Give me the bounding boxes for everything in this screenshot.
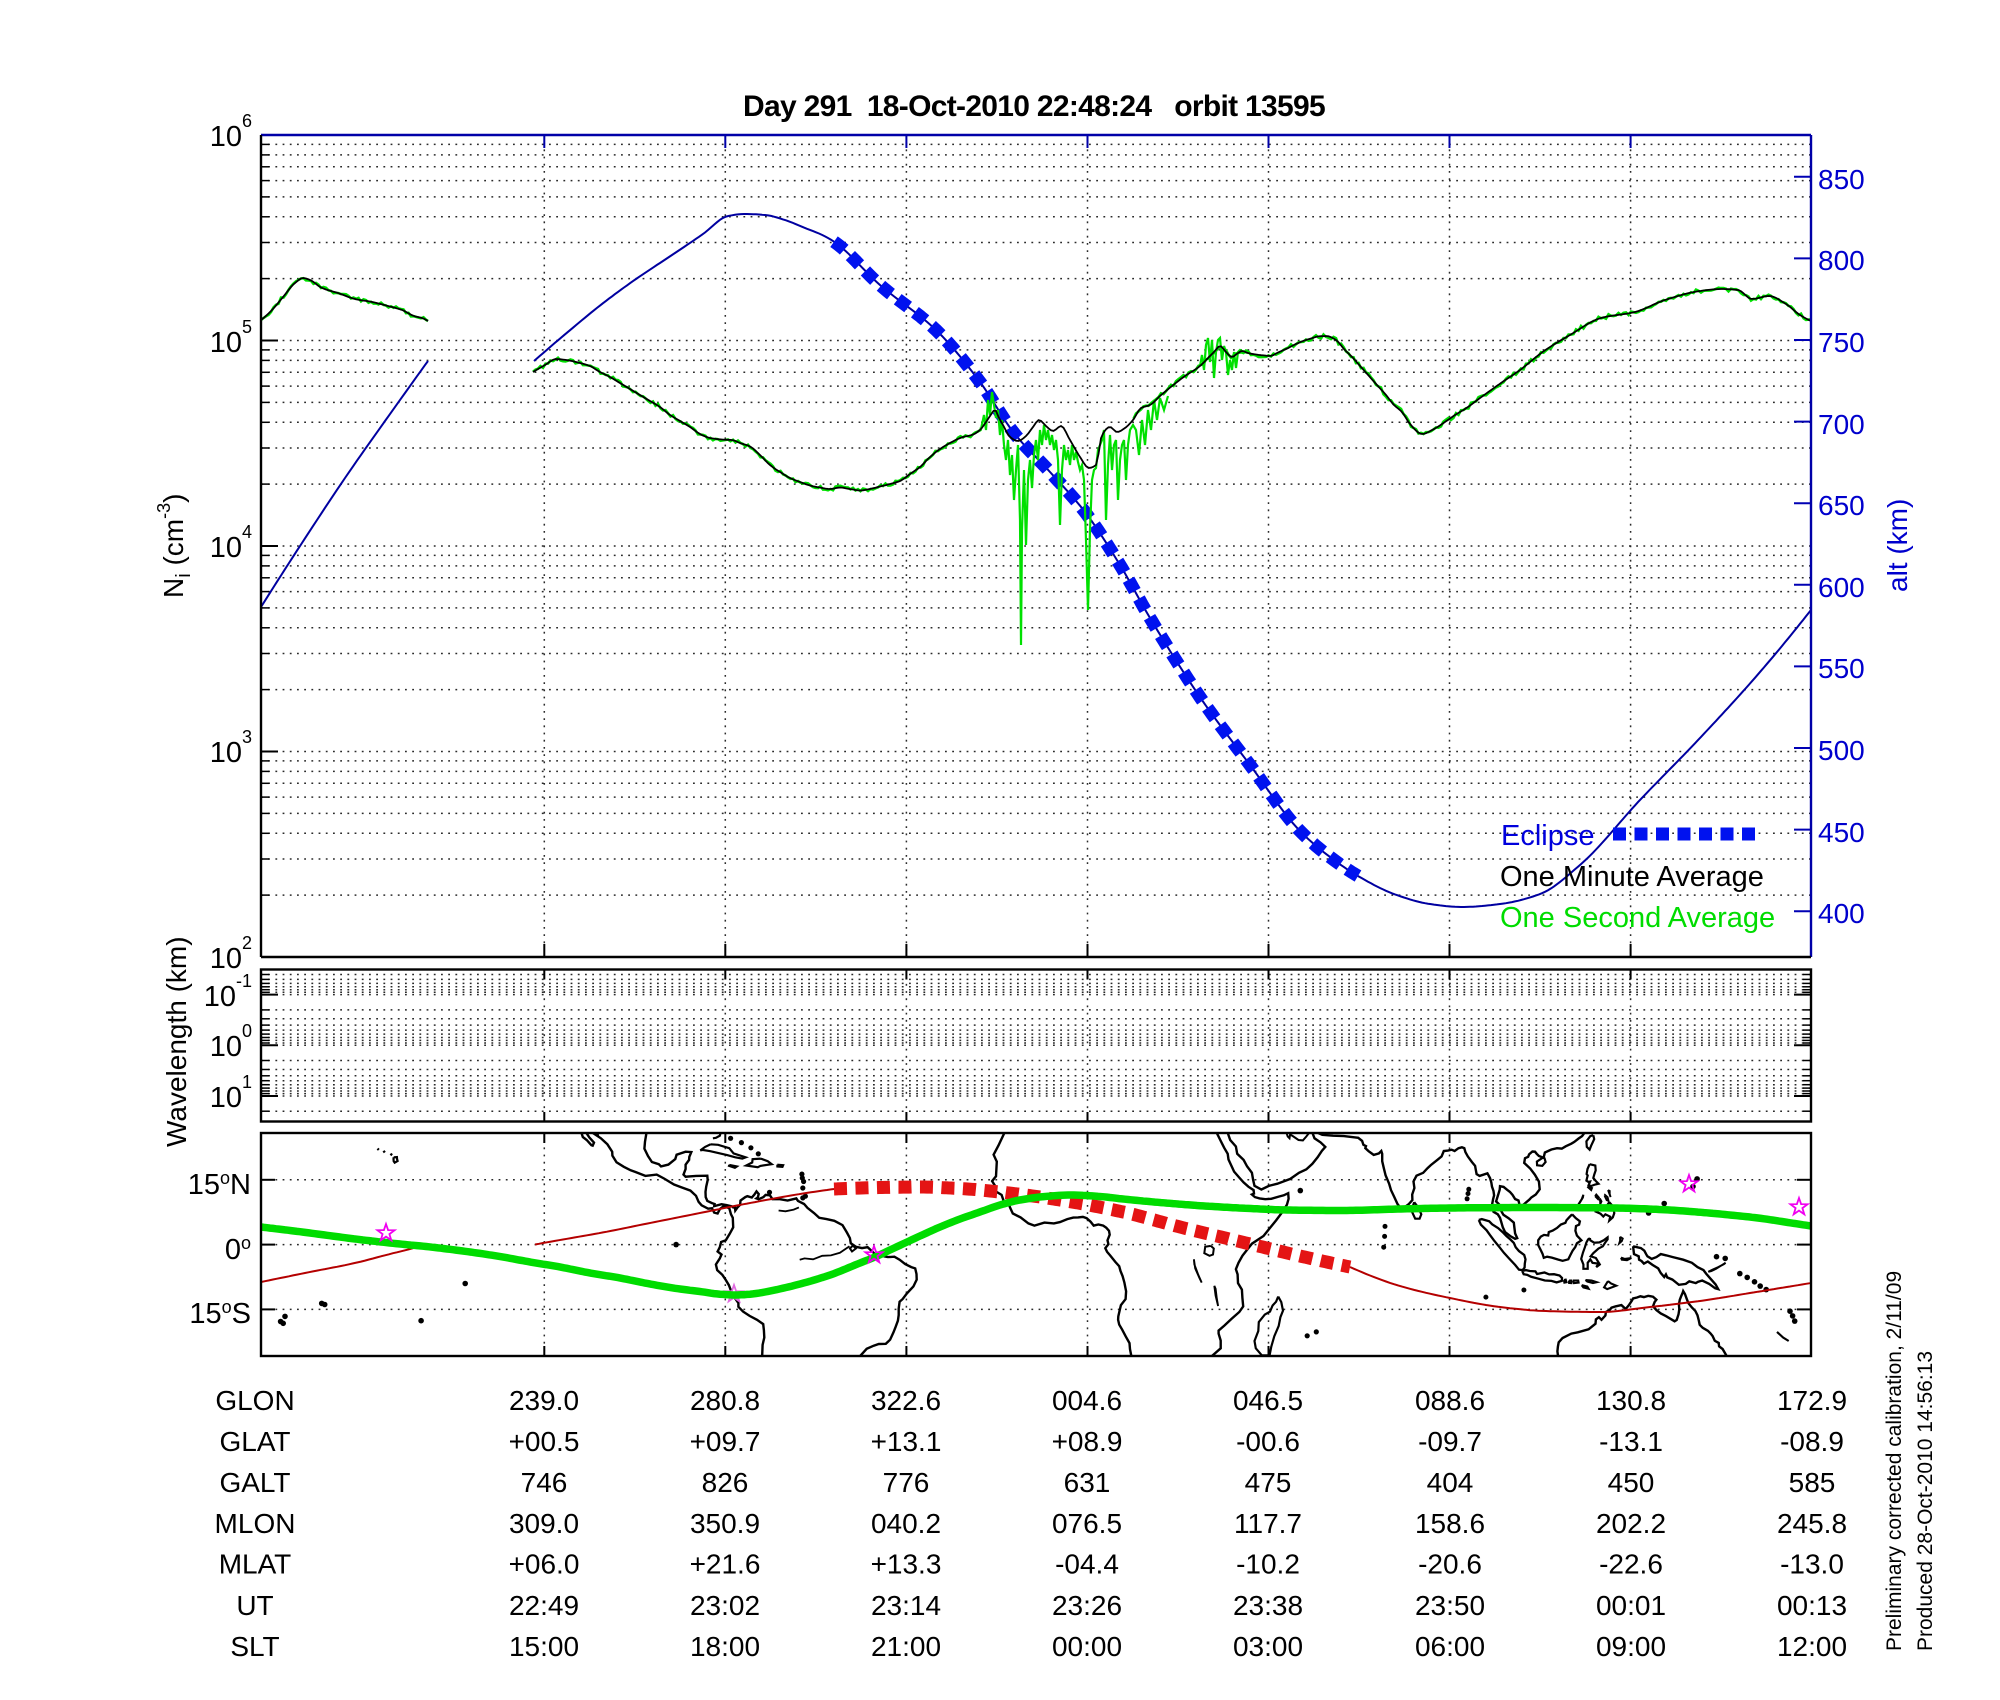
svg-text:088.6: 088.6 — [1415, 1385, 1485, 1416]
svg-text:-08.9: -08.9 — [1780, 1426, 1844, 1457]
svg-text:631: 631 — [1064, 1467, 1111, 1498]
svg-text:Day 291 18-Oct-2010 22:48:24: Day 291 18-Oct-2010 22:48:24 orbit 13595 — [743, 90, 1325, 123]
svg-text:-13.1: -13.1 — [1599, 1426, 1663, 1457]
svg-text:158.6: 158.6 — [1415, 1508, 1485, 1539]
svg-text:550: 550 — [1818, 653, 1865, 684]
svg-text:350.9: 350.9 — [690, 1508, 760, 1539]
svg-text:Produced 28-Oct-2010 14:56:13: Produced 28-Oct-2010 14:56:13 — [1914, 1351, 1937, 1651]
svg-text:One Second Average: One Second Average — [1500, 902, 1775, 934]
svg-text:GLON: GLON — [215, 1385, 294, 1416]
svg-text:UT: UT — [236, 1590, 273, 1621]
svg-text:585: 585 — [1789, 1467, 1836, 1498]
svg-text:-22.6: -22.6 — [1599, 1549, 1663, 1580]
svg-text:+00.5: +00.5 — [509, 1426, 580, 1457]
svg-text:404: 404 — [1427, 1467, 1474, 1498]
svg-text:700: 700 — [1818, 409, 1865, 440]
svg-text:GLAT: GLAT — [219, 1426, 290, 1457]
svg-text:322.6: 322.6 — [871, 1385, 941, 1416]
svg-text:004.6: 004.6 — [1052, 1385, 1122, 1416]
svg-text:750: 750 — [1818, 327, 1865, 358]
svg-text:-00.6: -00.6 — [1236, 1426, 1300, 1457]
svg-text:040.2: 040.2 — [871, 1508, 941, 1539]
svg-text:-10.2: -10.2 — [1236, 1549, 1300, 1580]
svg-text:400: 400 — [1818, 898, 1865, 929]
svg-text:245.8: 245.8 — [1777, 1508, 1847, 1539]
svg-text:-13.0: -13.0 — [1780, 1549, 1844, 1580]
svg-text:18:00: 18:00 — [690, 1631, 760, 1662]
svg-text:130.8: 130.8 — [1596, 1385, 1666, 1416]
svg-text:15oN: 15oN — [188, 1168, 251, 1201]
svg-text:23:50: 23:50 — [1415, 1590, 1485, 1621]
svg-text:09:00: 09:00 — [1596, 1631, 1666, 1662]
svg-text:Preliminary corrected calibrat: Preliminary corrected calibration, 2/11/… — [1883, 1271, 1906, 1651]
svg-text:22:49: 22:49 — [509, 1590, 579, 1621]
svg-text:03:00: 03:00 — [1233, 1631, 1303, 1662]
svg-text:046.5: 046.5 — [1233, 1385, 1303, 1416]
svg-text:Wavelength (km): Wavelength (km) — [161, 936, 192, 1147]
svg-text:MLAT: MLAT — [219, 1549, 292, 1580]
svg-text:15:00: 15:00 — [509, 1631, 579, 1662]
svg-text:850: 850 — [1818, 164, 1865, 195]
svg-text:23:02: 23:02 — [690, 1590, 760, 1621]
svg-text:-04.4: -04.4 — [1055, 1549, 1119, 1580]
svg-text:+13.1: +13.1 — [871, 1426, 942, 1457]
svg-text:21:00: 21:00 — [871, 1631, 941, 1662]
svg-text:+08.9: +08.9 — [1052, 1426, 1123, 1457]
svg-text:23:26: 23:26 — [1052, 1590, 1122, 1621]
svg-text:776: 776 — [883, 1467, 930, 1498]
svg-text:117.7: 117.7 — [1234, 1508, 1302, 1539]
svg-text:00:00: 00:00 — [1052, 1631, 1122, 1662]
svg-text:00:01: 00:01 — [1596, 1590, 1666, 1621]
svg-text:23:38: 23:38 — [1233, 1590, 1303, 1621]
svg-text:+09.7: +09.7 — [690, 1426, 761, 1457]
svg-text:15oS: 15oS — [189, 1297, 251, 1330]
svg-text:One Minute Average: One Minute Average — [1500, 861, 1764, 893]
svg-text:MLON: MLON — [215, 1508, 296, 1539]
svg-text:239.0: 239.0 — [509, 1385, 579, 1416]
svg-text:12:00: 12:00 — [1777, 1631, 1847, 1662]
svg-text:GALT: GALT — [219, 1467, 290, 1498]
svg-text:475: 475 — [1245, 1467, 1292, 1498]
svg-text:+06.0: +06.0 — [509, 1549, 580, 1580]
svg-text:alt (km): alt (km) — [1882, 499, 1913, 592]
svg-text:202.2: 202.2 — [1596, 1508, 1666, 1539]
svg-text:172.9: 172.9 — [1777, 1385, 1847, 1416]
svg-text:SLT: SLT — [230, 1631, 279, 1662]
svg-text:-09.7: -09.7 — [1418, 1426, 1482, 1457]
svg-text:-20.6: -20.6 — [1418, 1549, 1482, 1580]
svg-text:00:13: 00:13 — [1777, 1590, 1847, 1621]
svg-text:450: 450 — [1608, 1467, 1655, 1498]
svg-text:500: 500 — [1818, 735, 1865, 766]
svg-text:650: 650 — [1818, 490, 1865, 521]
svg-text:23:14: 23:14 — [871, 1590, 941, 1621]
svg-text:076.5: 076.5 — [1052, 1508, 1122, 1539]
svg-text:800: 800 — [1818, 245, 1865, 276]
svg-text:450: 450 — [1818, 817, 1865, 848]
svg-text:Eclipse: Eclipse — [1501, 820, 1595, 852]
svg-text:309.0: 309.0 — [509, 1508, 579, 1539]
svg-text:280.8: 280.8 — [690, 1385, 760, 1416]
svg-text:746: 746 — [521, 1467, 568, 1498]
svg-text:+21.6: +21.6 — [690, 1549, 761, 1580]
svg-text:+13.3: +13.3 — [871, 1549, 942, 1580]
svg-text:600: 600 — [1818, 572, 1865, 603]
svg-text:826: 826 — [702, 1467, 749, 1498]
svg-text:06:00: 06:00 — [1415, 1631, 1485, 1662]
